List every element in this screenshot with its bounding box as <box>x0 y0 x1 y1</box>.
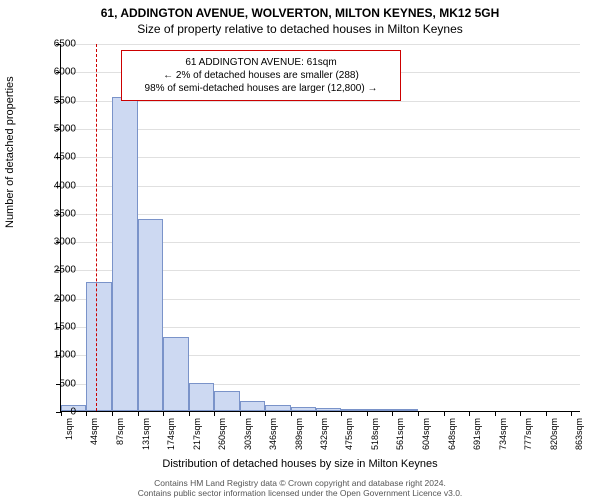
x-tick-mark <box>291 411 292 416</box>
x-tick-label: 475sqm <box>344 418 354 458</box>
chart-title-line2: Size of property relative to detached ho… <box>0 20 600 36</box>
y-tick-label: 4500 <box>26 152 76 163</box>
x-tick-mark <box>189 411 190 416</box>
x-tick-mark <box>341 411 342 416</box>
histogram-bar <box>112 97 138 411</box>
marker-callout: 61 ADDINGTON AVENUE: 61sqm← 2% of detach… <box>121 50 401 101</box>
x-tick-mark <box>316 411 317 416</box>
x-tick-label: 518sqm <box>370 418 380 458</box>
grid-line <box>61 157 580 158</box>
y-tick-label: 4000 <box>26 180 76 191</box>
x-tick-label: 432sqm <box>319 418 329 458</box>
y-tick-label: 6000 <box>26 67 76 78</box>
y-tick-label: 6500 <box>26 39 76 50</box>
x-tick-mark <box>418 411 419 416</box>
chart-plot-area: 61 ADDINGTON AVENUE: 61sqm← 2% of detach… <box>60 44 580 412</box>
x-tick-label: 174sqm <box>166 418 176 458</box>
x-tick-mark <box>546 411 547 416</box>
callout-line3: 98% of semi-detached houses are larger (… <box>130 82 392 95</box>
x-tick-label: 863sqm <box>574 418 584 458</box>
y-axis-label: Number of detached properties <box>4 76 16 228</box>
x-tick-label: 777sqm <box>523 418 533 458</box>
histogram-bar <box>86 282 111 411</box>
x-tick-label: 303sqm <box>243 418 253 458</box>
x-tick-label: 131sqm <box>141 418 151 458</box>
y-tick-label: 0 <box>26 407 76 418</box>
y-tick-label: 1000 <box>26 350 76 361</box>
x-tick-mark <box>469 411 470 416</box>
y-tick-label: 2000 <box>26 293 76 304</box>
x-tick-label: 217sqm <box>192 418 202 458</box>
y-tick-label: 2500 <box>26 265 76 276</box>
x-tick-label: 44sqm <box>89 418 99 458</box>
callout-line1: 61 ADDINGTON AVENUE: 61sqm <box>130 56 392 69</box>
x-tick-label: 691sqm <box>472 418 482 458</box>
x-tick-mark <box>265 411 266 416</box>
histogram-bar <box>265 405 290 411</box>
histogram-bar <box>240 401 265 411</box>
x-tick-mark <box>444 411 445 416</box>
footer-line2: Contains public sector information licen… <box>0 488 600 498</box>
histogram-bar <box>189 383 214 411</box>
marker-line <box>96 44 97 411</box>
grid-line <box>61 214 580 215</box>
grid-line <box>61 186 580 187</box>
x-tick-mark <box>392 411 393 416</box>
x-tick-mark <box>520 411 521 416</box>
histogram-bar <box>392 409 417 411</box>
x-tick-label: 346sqm <box>268 418 278 458</box>
x-tick-label: 561sqm <box>395 418 405 458</box>
x-tick-mark <box>112 411 113 416</box>
y-tick-label: 3000 <box>26 237 76 248</box>
y-tick-label: 1500 <box>26 322 76 333</box>
x-tick-mark <box>163 411 164 416</box>
x-axis-label: Distribution of detached houses by size … <box>0 458 600 470</box>
chart-footer: Contains HM Land Registry data © Crown c… <box>0 478 600 498</box>
x-tick-label: 648sqm <box>447 418 457 458</box>
y-tick-label: 500 <box>26 378 76 389</box>
histogram-bar <box>367 409 392 411</box>
x-tick-label: 820sqm <box>549 418 559 458</box>
histogram-bar <box>138 219 163 411</box>
x-tick-mark <box>367 411 368 416</box>
x-tick-label: 734sqm <box>498 418 508 458</box>
x-tick-mark <box>214 411 215 416</box>
histogram-bar <box>291 407 316 411</box>
callout-line2: ← 2% of detached houses are smaller (288… <box>130 69 392 82</box>
x-tick-label: 1sqm <box>64 418 74 458</box>
x-tick-mark <box>571 411 572 416</box>
x-tick-mark <box>495 411 496 416</box>
x-tick-mark <box>86 411 87 416</box>
grid-line <box>61 129 580 130</box>
chart-title-line1: 61, ADDINGTON AVENUE, WOLVERTON, MILTON … <box>0 0 600 20</box>
x-tick-label: 260sqm <box>217 418 227 458</box>
y-tick-label: 3500 <box>26 208 76 219</box>
footer-line1: Contains HM Land Registry data © Crown c… <box>0 478 600 488</box>
histogram-bar <box>214 391 239 411</box>
x-tick-label: 87sqm <box>115 418 125 458</box>
x-tick-mark <box>138 411 139 416</box>
x-tick-mark <box>240 411 241 416</box>
y-tick-label: 5500 <box>26 95 76 106</box>
histogram-bar <box>341 409 366 411</box>
grid-line <box>61 44 580 45</box>
x-tick-label: 604sqm <box>421 418 431 458</box>
histogram-bar <box>316 408 341 411</box>
histogram-bar <box>163 337 188 411</box>
x-tick-label: 389sqm <box>294 418 304 458</box>
y-tick-label: 5000 <box>26 123 76 134</box>
